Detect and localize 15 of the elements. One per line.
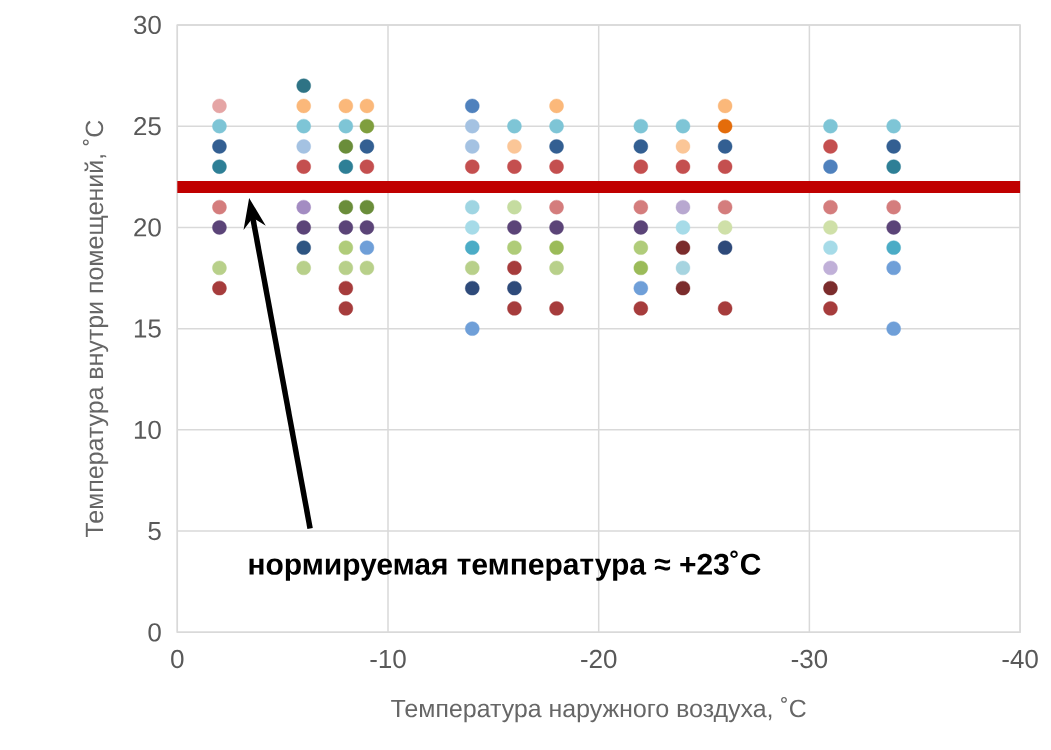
x-axis-title: Температура наружного воздуха, ˚C [391,696,806,723]
y-tick-label: 0 [148,623,161,642]
x-tick-label: -40 [1002,649,1038,669]
y-tick-label: 30 [133,15,161,35]
x-tick-label: -30 [791,649,828,669]
y-tick-label: 20 [134,218,161,237]
y-tick-label: 10 [134,420,161,440]
y-tick-label: 25 [134,116,161,136]
annotation: нормируемая температура ≈ +23˚C [249,550,761,581]
y-tick-label: 5 [148,522,161,541]
y-tick-label: 15 [134,319,161,338]
x-tick-label: 0 [171,649,184,669]
x-tick-label: -20 [581,649,617,669]
y-axis-title: Температура внутри помещений, ˚C [82,120,109,537]
x-tick-label: -10 [370,649,406,669]
